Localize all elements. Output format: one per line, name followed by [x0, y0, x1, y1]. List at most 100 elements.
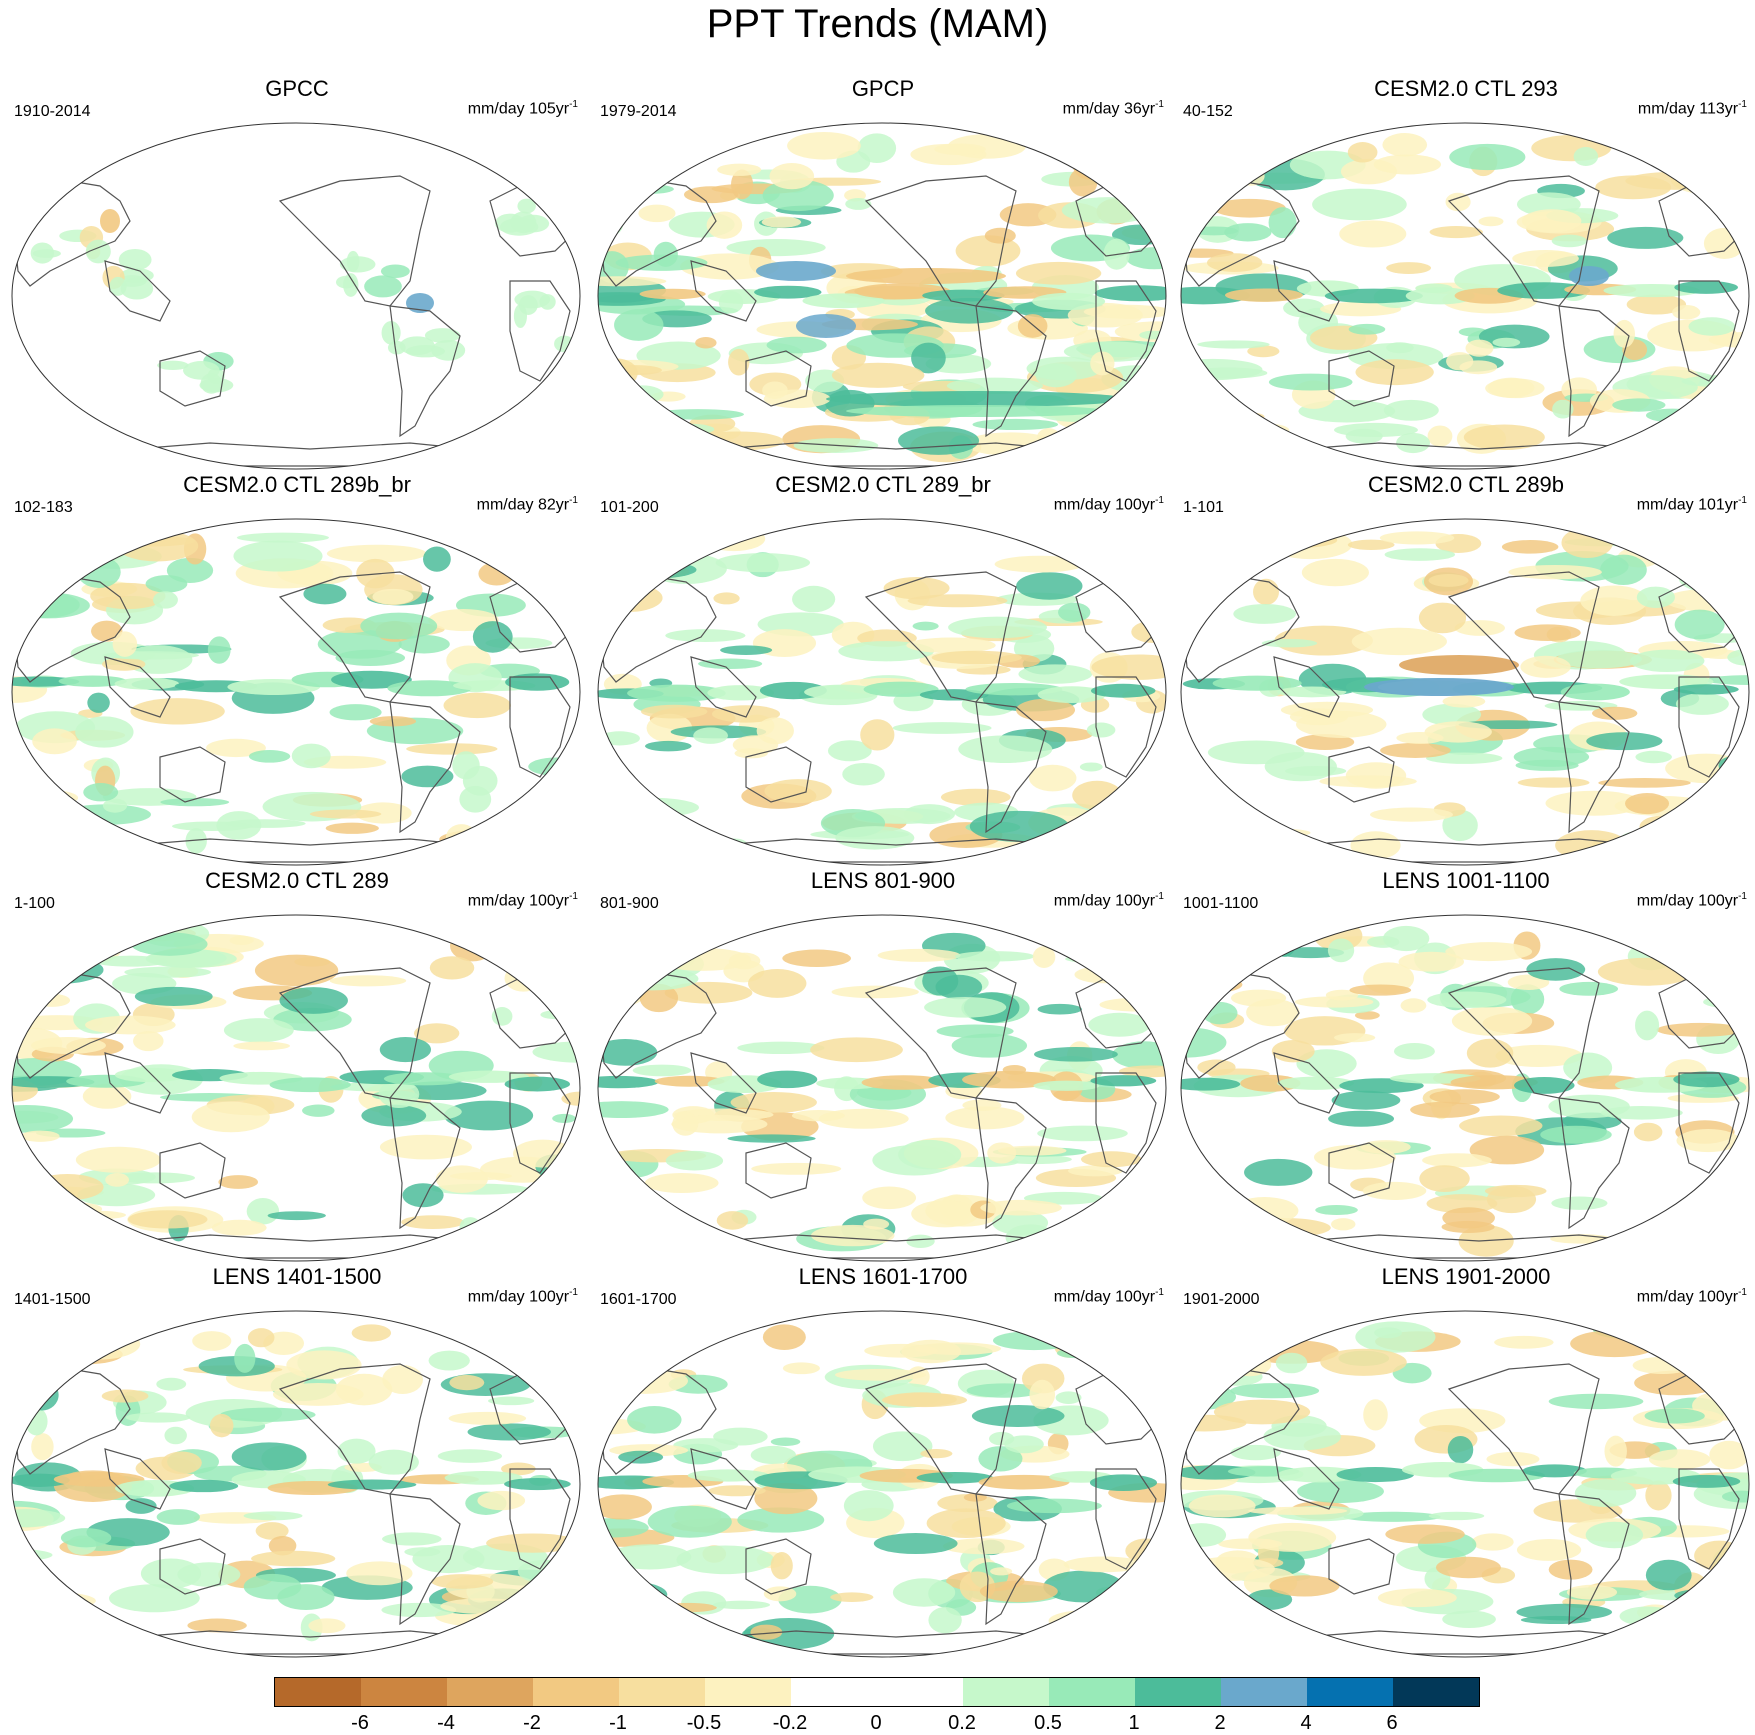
trend-patch [532, 1374, 580, 1391]
trend-patch [220, 1407, 316, 1422]
trend-patch [46, 929, 95, 960]
coastline [389, 701, 461, 834]
panel-period: 1-101 [1183, 499, 1224, 516]
trend-patch [702, 526, 766, 552]
trend-patch [639, 288, 706, 300]
trend-patch [618, 1219, 702, 1229]
coastline [509, 1468, 571, 1570]
coastline [159, 1538, 226, 1595]
trend-patch [1248, 1506, 1348, 1515]
colorbar-tick-label: 0.2 [948, 1712, 976, 1734]
trend-patch [1665, 753, 1747, 784]
trend-patch [1694, 1540, 1745, 1571]
coastline [695, 1630, 1078, 1655]
trend-patch [1393, 1043, 1435, 1060]
trend-patch [1253, 578, 1280, 605]
map-panel: CESM2.0 CTL 289b_br 102-183 mm/day 82yr-1 [4, 472, 590, 868]
trend-patch [112, 631, 138, 657]
coastline [1558, 701, 1630, 834]
robinson-map [597, 1310, 1167, 1658]
trend-patch [517, 1559, 575, 1584]
trend-patch [177, 1562, 241, 1587]
trend-patch [1102, 1218, 1166, 1250]
units-exponent: -1 [1738, 891, 1747, 902]
trend-patch [1384, 548, 1456, 561]
trend-patch [598, 1361, 658, 1375]
trend-patch [654, 1075, 725, 1087]
trend-patch [1090, 1075, 1157, 1087]
trend-patch [360, 612, 438, 640]
trend-patch [864, 1343, 938, 1358]
panel-units: mm/day 100yr-1 [1637, 891, 1747, 910]
panel-units: mm/day 113yr-1 [1638, 99, 1747, 118]
trend-patch [1016, 698, 1076, 722]
trend-patch [1732, 946, 1749, 956]
trend-patch [335, 1373, 393, 1406]
colorbar-swatch [1221, 1678, 1307, 1706]
trend-patch [1334, 422, 1418, 438]
trend-patch [1006, 1498, 1102, 1514]
units-text: mm/day 36yr [1062, 100, 1156, 118]
coastline [109, 1234, 492, 1259]
coastline [509, 1072, 571, 1174]
trend-patch [1181, 1582, 1224, 1615]
trend-patch [1363, 1399, 1388, 1431]
trend-patch [810, 1224, 895, 1247]
trend-patch [1633, 1122, 1663, 1142]
trend-patch [156, 1377, 187, 1391]
trend-patch [1688, 317, 1736, 336]
trend-patch [16, 789, 79, 807]
trend-patch [1570, 1330, 1660, 1358]
trend-patch [1094, 285, 1166, 302]
colorbar-tick-label: 0.5 [1034, 1712, 1062, 1734]
trend-patch [1224, 223, 1272, 242]
trend-patch [1709, 1440, 1749, 1470]
trend-patch [751, 1162, 842, 1175]
trend-patch [119, 268, 154, 283]
trend-patch [860, 719, 895, 751]
trend-patch [380, 264, 410, 278]
colorbar-swatch [791, 1678, 877, 1706]
trend-patch [1367, 935, 1400, 948]
trend-patch [1645, 1480, 1672, 1511]
trend-patch [1427, 425, 1453, 447]
colorbar-tick-label: 0 [870, 1712, 882, 1734]
robinson-map [1180, 122, 1750, 470]
trend-patch [1268, 373, 1353, 391]
units-exponent: -1 [569, 495, 578, 506]
trend-patch [792, 585, 836, 613]
coastline [1095, 1072, 1157, 1174]
trend-patch [1268, 529, 1353, 560]
trend-patch [911, 1200, 979, 1228]
coastline [389, 1097, 461, 1230]
trend-patch [223, 1018, 294, 1043]
trend-patch [782, 949, 851, 968]
trend-patch [802, 293, 885, 309]
trend-patch [684, 186, 739, 204]
trend-patch [846, 268, 1006, 284]
map-panel: CESM2.0 CTL 293 40-152 mm/day 113yr-1 [1173, 76, 1755, 472]
coastline [1328, 746, 1395, 803]
trend-patch [1194, 427, 1284, 458]
trend-patch [1442, 1610, 1496, 1628]
trend-patch [1230, 1383, 1320, 1399]
units-text: mm/day 100yr [467, 1288, 570, 1306]
trend-patch [843, 1490, 894, 1522]
trend-patch [1212, 198, 1286, 218]
trend-patch [13, 836, 99, 849]
trend-patch [12, 1206, 70, 1220]
colorbar-tick-label: -0.5 [686, 1712, 722, 1734]
trend-patch [539, 294, 556, 310]
trend-patch [12, 547, 82, 572]
trend-patch [1612, 398, 1666, 412]
colorbar-tick-label: 6 [1386, 1712, 1398, 1734]
trend-patch [1285, 765, 1347, 777]
trend-patch [233, 540, 323, 572]
units-text: mm/day 100yr [1636, 1288, 1739, 1306]
panel-period: 1001-1100 [1183, 895, 1259, 912]
trend-patch [707, 685, 775, 701]
trend-patch [1364, 678, 1514, 696]
coastline [109, 1630, 492, 1655]
trend-patch [845, 197, 872, 210]
trend-patch [1149, 800, 1166, 810]
